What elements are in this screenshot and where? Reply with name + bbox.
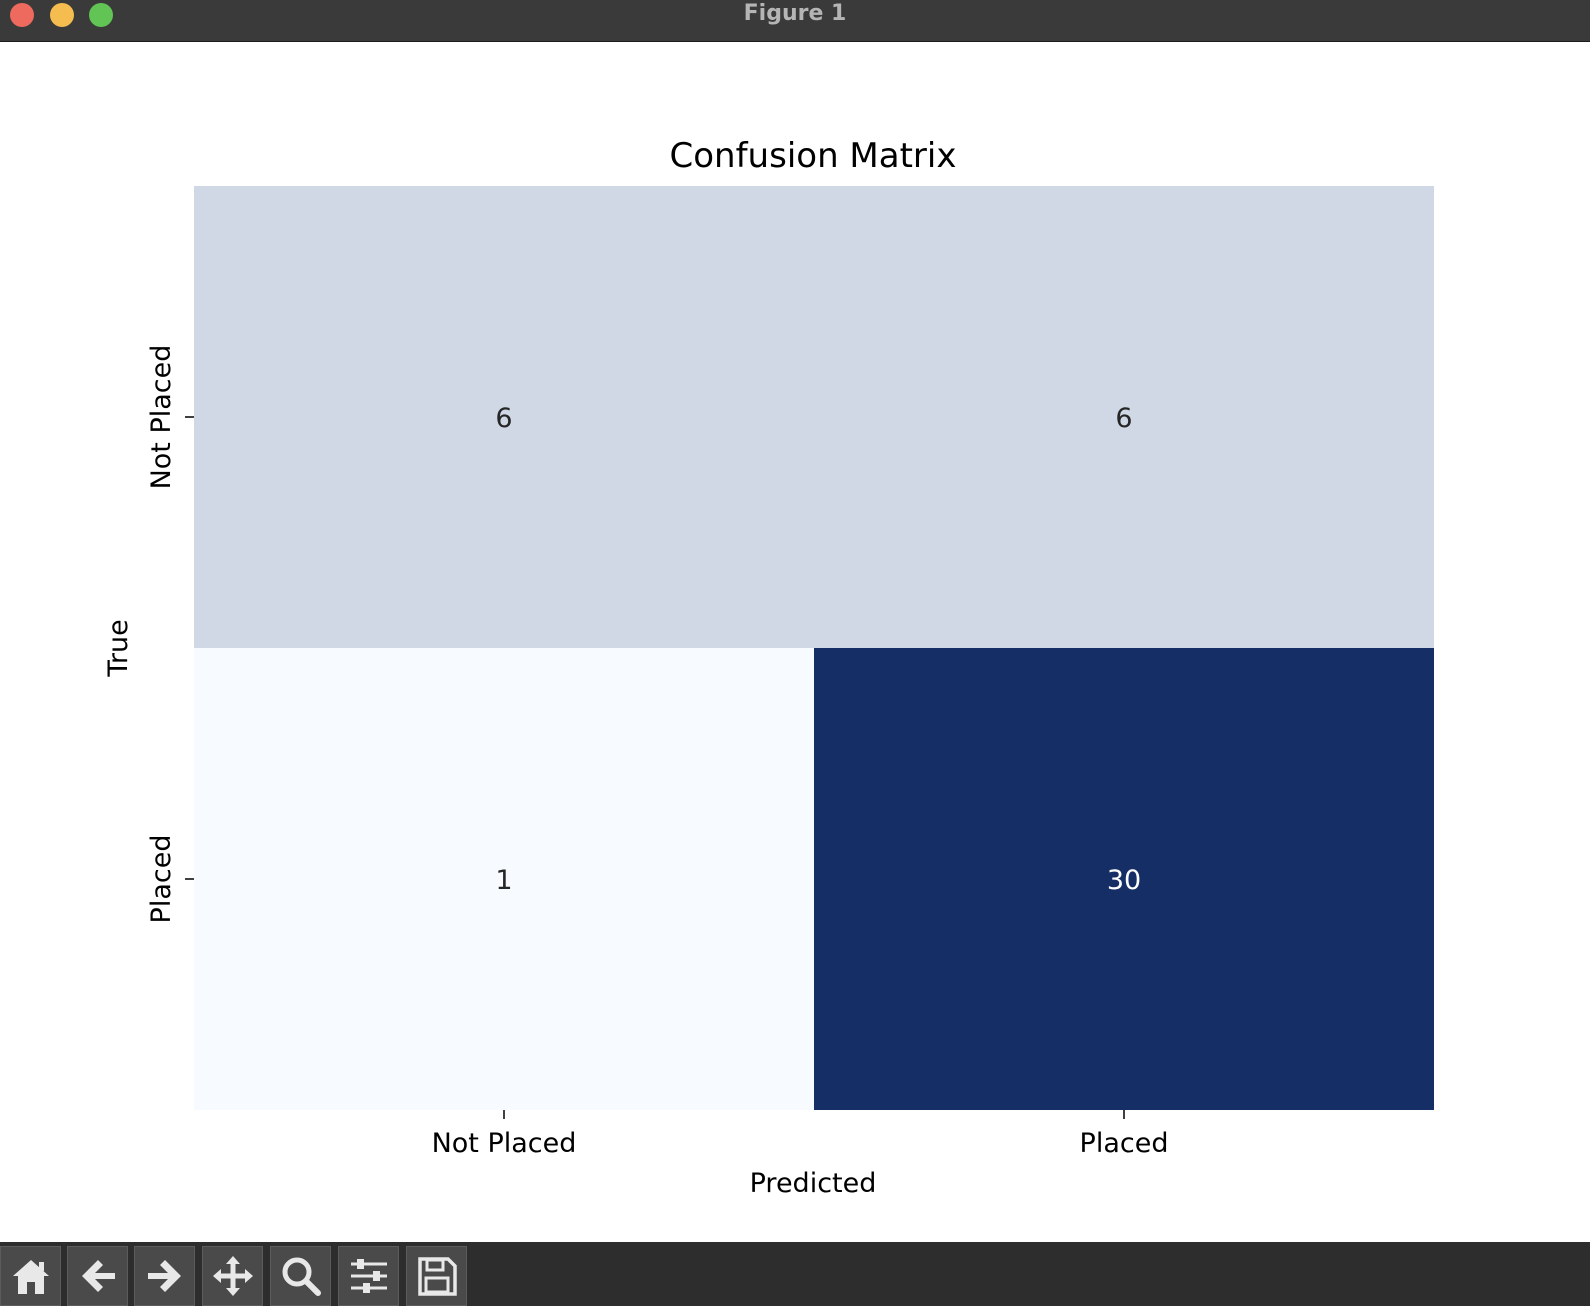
sliders-icon (350, 1259, 387, 1293)
zoom-window-button[interactable] (89, 3, 113, 27)
heatmap-cell (194, 648, 814, 1110)
home-icon (12, 1260, 49, 1294)
x-tick-label: Placed (1080, 1128, 1169, 1159)
window-titlebar: Figure 1 (0, 0, 1590, 42)
back-button[interactable] (67, 1246, 128, 1306)
move-icon (212, 1256, 253, 1296)
configure-subplots-button[interactable] (338, 1246, 399, 1306)
pan-button[interactable] (202, 1246, 263, 1306)
heatmap-cell (194, 186, 814, 648)
window-title: Figure 1 (743, 1, 847, 26)
arrow-left-icon (81, 1260, 115, 1292)
close-window-button[interactable] (10, 3, 34, 27)
chart-title: Confusion Matrix (670, 136, 957, 176)
zoom-button[interactable] (270, 1246, 331, 1306)
forward-button[interactable] (134, 1246, 195, 1306)
cell-value-label: 1 (495, 865, 512, 896)
y-tick-label: Placed (146, 835, 177, 924)
heatmap-cells: 6 6 1 30 (194, 186, 1434, 1110)
y-tick-label: Not Placed (146, 345, 177, 490)
y-axis-label: True (103, 619, 134, 677)
x-axis: Not Placed Placed (432, 1110, 1169, 1159)
x-axis-label: Predicted (750, 1168, 877, 1199)
floppy-disk-icon (417, 1257, 457, 1296)
heatmap-cell (814, 648, 1434, 1110)
confusion-matrix-figure: Confusion Matrix 6 61 30 Not Placed Placed … (103, 136, 1434, 1199)
navigation-toolbar (0, 1242, 1590, 1306)
minimize-window-button[interactable] (50, 3, 74, 27)
magnifier-icon (282, 1257, 321, 1296)
save-button[interactable] (406, 1246, 467, 1306)
home-button[interactable] (0, 1246, 61, 1306)
y-axis: Not Placed Placed (146, 345, 194, 924)
arrow-right-icon (147, 1260, 181, 1292)
heatmap-cell (814, 186, 1434, 648)
x-tick-label: Not Placed (432, 1128, 577, 1159)
cell-value-label: 6 (1115, 403, 1132, 434)
cell-value-label: 30 (1107, 865, 1141, 896)
cell-value-label: 6 (495, 403, 512, 434)
